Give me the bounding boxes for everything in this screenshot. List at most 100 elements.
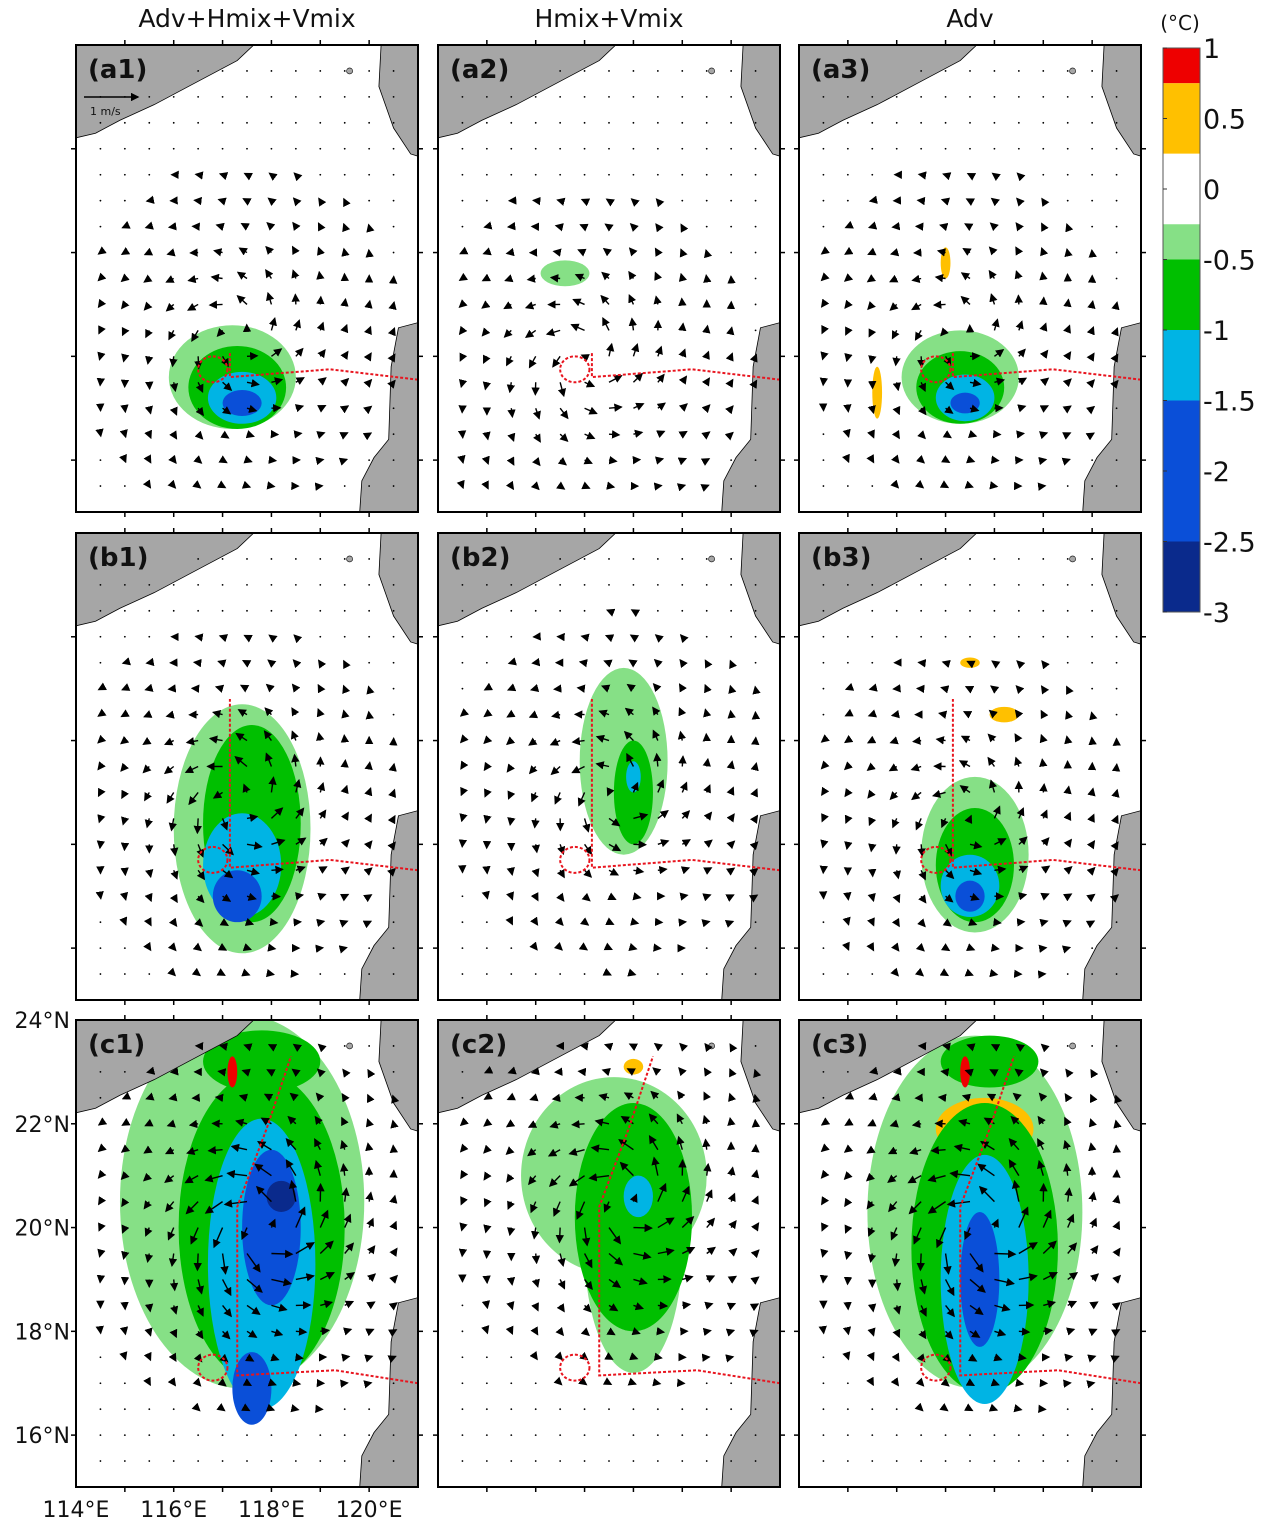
current-vector (583, 973, 586, 975)
current-vector (730, 973, 733, 975)
current-vector (822, 1070, 825, 1073)
current-vector (868, 1092, 878, 1101)
current-vector (553, 684, 562, 693)
current-vector (507, 1066, 517, 1075)
current-vector (632, 121, 635, 124)
current-vector (679, 781, 688, 793)
current-vector (99, 173, 102, 176)
current-vector (285, 1159, 297, 1177)
current-vector (212, 790, 223, 799)
current-vector (754, 277, 757, 280)
current-vector (510, 1382, 513, 1385)
current-vector (680, 223, 689, 233)
current-vector (392, 1070, 395, 1073)
current-vector (270, 121, 273, 124)
current-vector (217, 942, 228, 951)
current-vector (166, 792, 175, 804)
current-vector (120, 300, 130, 310)
current-vector (703, 1067, 712, 1077)
current-vector (221, 70, 224, 72)
current-vector (920, 1434, 923, 1437)
current-vector (319, 147, 322, 150)
current-vector (534, 609, 537, 612)
current-vector (582, 818, 591, 833)
current-vector (368, 121, 371, 124)
current-vector (584, 1279, 593, 1291)
current-vector (843, 1171, 853, 1181)
current-vector (914, 330, 923, 341)
current-vector (705, 95, 708, 98)
current-vector (1040, 709, 1049, 720)
current-vector (653, 752, 662, 767)
current-vector (568, 1175, 585, 1187)
current-vector (530, 916, 539, 926)
current-vector (291, 707, 300, 717)
current-vector (754, 583, 757, 586)
current-vector (608, 375, 623, 383)
current-vector (969, 841, 983, 850)
current-vector (170, 844, 179, 857)
current-vector (606, 481, 616, 490)
current-vector (123, 635, 126, 638)
current-vector (846, 199, 849, 202)
current-vector (266, 291, 275, 305)
current-vector (604, 1352, 614, 1360)
current-vector (120, 1171, 130, 1181)
current-vector (574, 273, 585, 282)
current-vector (192, 942, 202, 952)
current-vector (657, 1182, 667, 1202)
current-vector (727, 1166, 736, 1176)
current-vector (97, 787, 106, 798)
current-vector (119, 1326, 129, 1336)
current-vector (705, 635, 708, 638)
current-vector (704, 1042, 713, 1053)
current-vector (120, 273, 130, 283)
current-vector (895, 1460, 898, 1462)
colorbar-tick-label: -0.5 (1203, 246, 1256, 277)
current-vector (524, 301, 536, 310)
current-vector (920, 147, 923, 150)
current-vector (1085, 432, 1095, 441)
current-vector (730, 1408, 733, 1411)
current-vector (1087, 300, 1096, 310)
current-vector (342, 684, 351, 695)
current-vector (553, 941, 563, 951)
current-vector (204, 1201, 223, 1214)
current-vector (820, 1143, 830, 1153)
current-vector (99, 635, 102, 638)
current-vector (728, 1219, 737, 1230)
current-vector (292, 197, 302, 207)
current-vector (1066, 199, 1069, 202)
current-vector (820, 351, 829, 361)
current-vector (681, 70, 684, 72)
current-vector (753, 1068, 762, 1079)
land-taiwan (378, 533, 418, 645)
current-vector (871, 1460, 874, 1462)
current-vector (528, 710, 539, 719)
current-vector (583, 121, 586, 124)
current-vector (968, 429, 978, 438)
current-vector (842, 1351, 851, 1361)
current-vector (368, 635, 371, 638)
current-vector (728, 1092, 737, 1102)
current-vector (246, 351, 259, 361)
current-vector (914, 967, 925, 977)
current-vector (583, 95, 586, 98)
current-vector (142, 479, 152, 489)
current-vector (120, 709, 130, 718)
current-vector (1110, 1355, 1120, 1364)
current-vector (506, 1276, 516, 1286)
current-vector (988, 269, 997, 280)
current-vector (142, 1172, 152, 1182)
current-vector (920, 95, 923, 98)
current-vector (632, 1434, 635, 1437)
current-vector (241, 968, 251, 977)
current-vector (207, 1146, 223, 1155)
current-vector (655, 198, 665, 208)
current-vector (1115, 433, 1118, 436)
current-vector (168, 1352, 177, 1363)
current-vector (392, 687, 395, 690)
current-vector (144, 1118, 154, 1127)
current-vector (294, 1460, 297, 1462)
current-vector (557, 382, 567, 398)
